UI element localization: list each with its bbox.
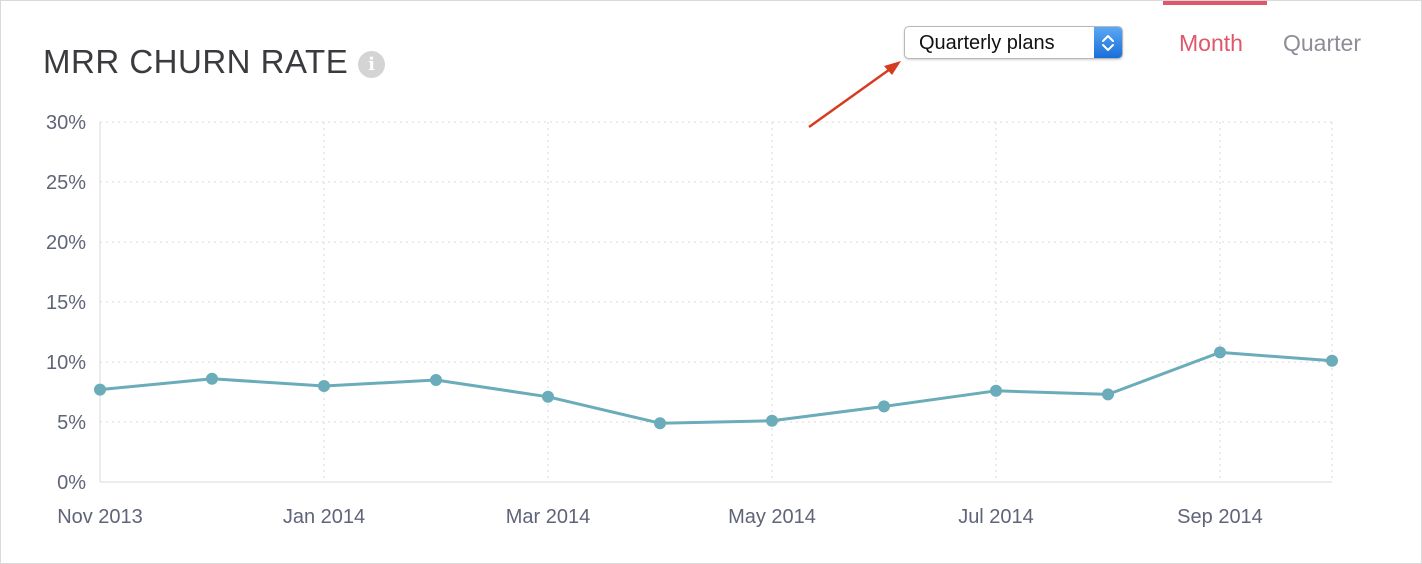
- y-tick-label: 25%: [46, 172, 86, 194]
- y-tick-label: 15%: [46, 292, 86, 314]
- tab-month[interactable]: Month: [1179, 30, 1243, 56]
- y-tick-label: 30%: [46, 112, 86, 134]
- data-point: [318, 380, 330, 392]
- y-tick-label: 0%: [57, 472, 86, 494]
- data-point: [430, 374, 442, 386]
- up-down-chevron-icon: [1094, 27, 1122, 58]
- chart-axes: 0% 5% 10% 15% 20% 25% 30% Nov 2013 Jan 2014 Mar 2…: [46, 112, 1332, 528]
- chart-grid: [100, 121, 1333, 482]
- data-point: [878, 400, 890, 413]
- data-point: [542, 390, 554, 403]
- plan-select[interactable]: Quarterly plans: [904, 26, 1123, 59]
- y-tick-label: 20%: [46, 232, 86, 254]
- data-point: [1214, 346, 1226, 359]
- active-tab-indicator: [1163, 1, 1267, 5]
- data-point: [1326, 354, 1338, 367]
- x-tick-label: Mar 2014: [506, 506, 591, 528]
- x-tick-label: Jul 2014: [958, 506, 1034, 528]
- data-point: [654, 417, 666, 430]
- page-title: MRR CHURN RATE: [43, 43, 349, 80]
- x-tick-label: Sep 2014: [1177, 506, 1263, 528]
- data-point: [206, 372, 218, 385]
- chart-series: [94, 346, 1338, 430]
- x-tick-label: May 2014: [728, 506, 816, 528]
- data-point: [94, 383, 106, 396]
- y-tick-label: 5%: [57, 412, 86, 434]
- annotation-arrow: [808, 61, 901, 129]
- data-point: [1102, 388, 1114, 401]
- x-tick-label: Nov 2013: [57, 506, 143, 528]
- y-tick-label: 10%: [46, 352, 86, 374]
- tab-quarter[interactable]: Quarter: [1283, 30, 1361, 56]
- data-point: [766, 414, 778, 427]
- plan-select-value: Quarterly plans: [919, 32, 1055, 54]
- info-icon[interactable]: i: [358, 51, 385, 78]
- series-line: [99, 350, 1333, 425]
- x-tick-label: Jan 2014: [283, 506, 365, 528]
- data-point: [990, 384, 1002, 397]
